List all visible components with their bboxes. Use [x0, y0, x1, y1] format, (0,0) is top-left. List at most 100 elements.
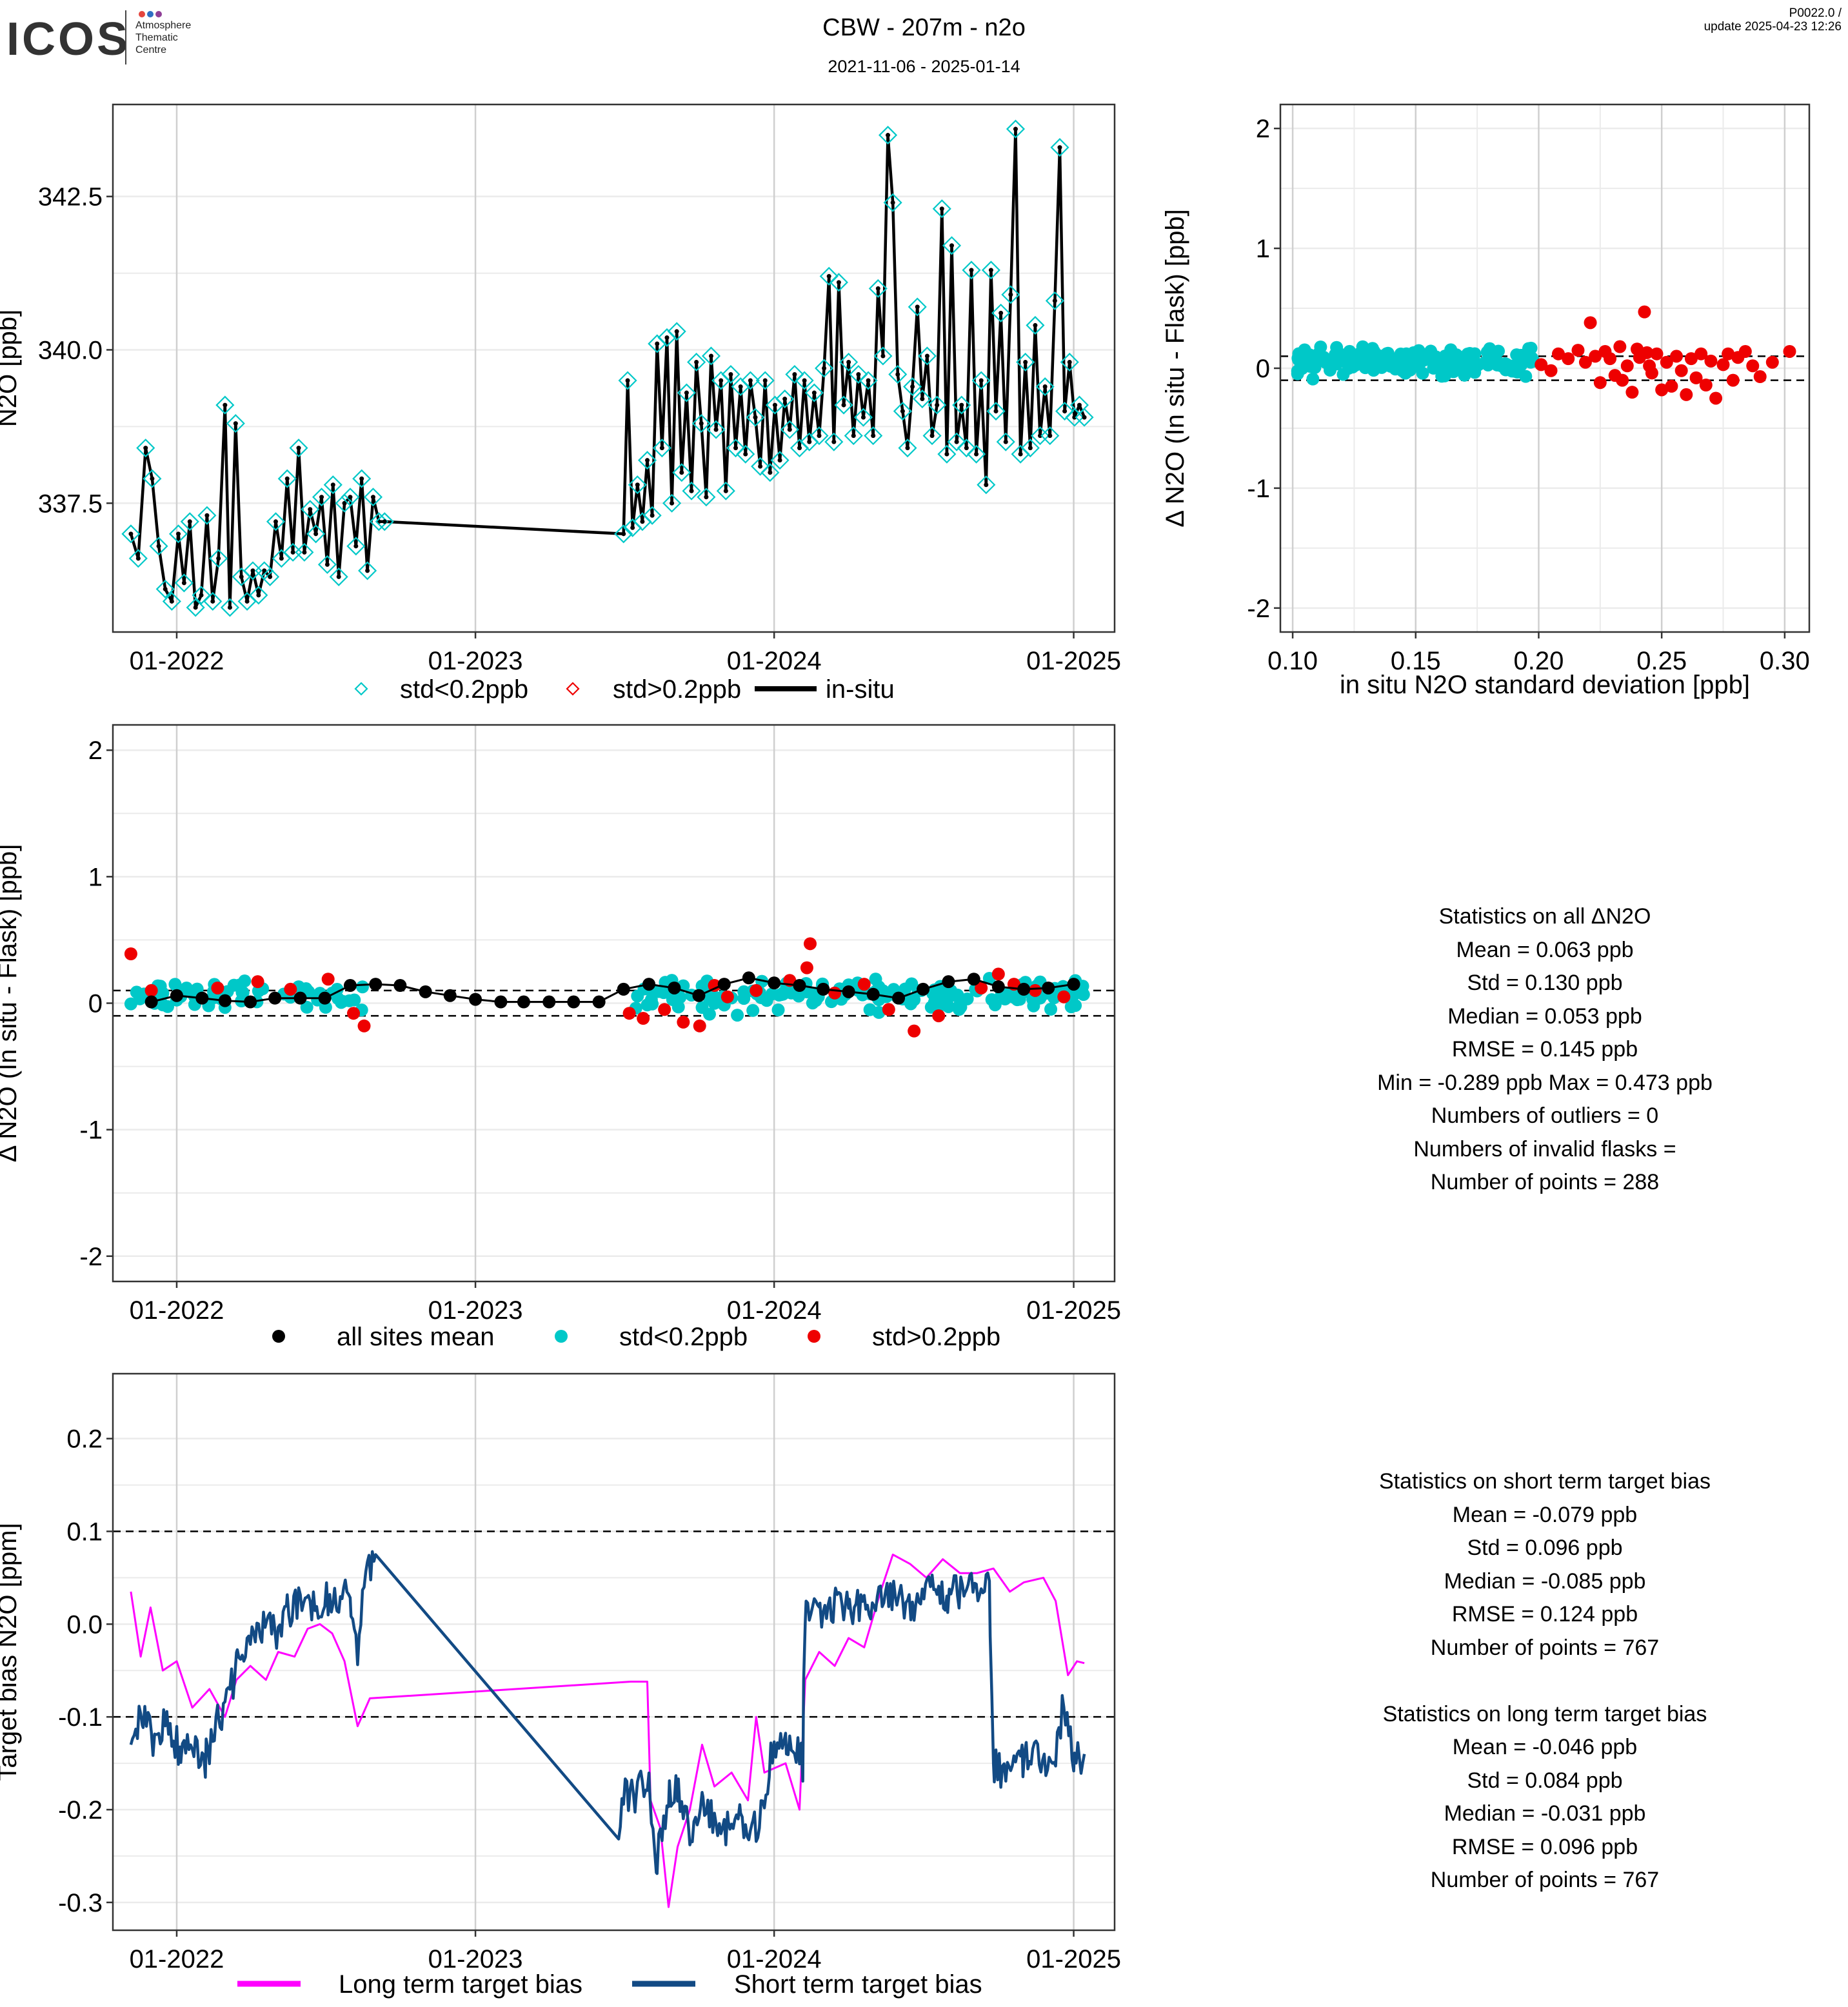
diff-std-high-point	[251, 975, 264, 989]
stats-short-std: Std = 0.096 ppb	[1467, 1536, 1623, 1560]
insitu-flask-diamond	[957, 439, 976, 458]
insitu-flask-diamond	[677, 383, 696, 402]
insitu-flask-diamond	[746, 408, 765, 427]
diff-std-low-point	[300, 1000, 313, 1014]
insitu-point	[944, 451, 949, 457]
insitu-point	[630, 525, 635, 530]
insitu-point	[176, 531, 181, 537]
insitu-flask-diamond	[1040, 426, 1060, 446]
insitu-flask-diamond	[810, 426, 829, 446]
insitu-point	[875, 286, 880, 291]
diff-std-high-point	[1057, 990, 1071, 1004]
insitu-flask-diamond	[804, 383, 824, 402]
diff_timeseries-x-tick-label: 01-2024	[727, 1296, 822, 1325]
insitu-point	[650, 513, 655, 518]
all-sites-mean-point	[668, 981, 681, 994]
insitu-flask-diamond	[1030, 426, 1050, 446]
insitu-flask-diamond	[981, 261, 1000, 280]
std-high-scatter-point	[1765, 355, 1779, 369]
std-low-scatter-point	[1458, 368, 1471, 382]
version-info: P0022.0 / update 2025-04-23 12:26	[1704, 6, 1842, 34]
insitu-point	[836, 280, 841, 285]
insitu-flask-diamond	[215, 395, 235, 415]
stats-long-rmse: RMSE = 0.096 ppb	[1451, 1834, 1638, 1859]
std-high-scatter-point	[1589, 350, 1602, 363]
diff-std-low-point	[670, 993, 684, 1007]
insitu-flask-diamond	[853, 408, 873, 427]
std-high-scatter-point	[1665, 379, 1678, 393]
legend-std-high-dot	[808, 1330, 820, 1343]
diff_vs_std-y-tick-label: -1	[1247, 475, 1270, 503]
insitu-point	[802, 378, 807, 383]
target_bias-y-tick-label: -0.2	[58, 1796, 103, 1824]
insitu-flask-diamond	[226, 414, 245, 433]
insitu-flask-diamond	[614, 524, 633, 544]
insitu-point	[336, 574, 341, 579]
insitu-point	[905, 446, 910, 451]
stats-all-mean: Mean = 0.063 ppb	[1456, 937, 1634, 962]
insitu-point	[262, 568, 267, 573]
insitu-point	[689, 488, 694, 493]
insitu-point	[143, 446, 148, 451]
insitu-point	[1028, 446, 1033, 451]
version-label: P0022.0 /	[1789, 6, 1842, 20]
diff-std-low-point	[1044, 1002, 1058, 1016]
std-low-scatter-point	[1380, 354, 1393, 368]
insitu-flask-diamond	[903, 377, 922, 397]
diff-std-high-point	[800, 961, 813, 974]
std-high-scatter-point	[1694, 347, 1708, 361]
diff-std-low-point	[928, 995, 941, 1009]
all-sites-mean-point	[170, 989, 183, 1002]
insitu-flask-diamond	[785, 364, 804, 384]
insitu-point	[841, 402, 846, 408]
diff-std-high-point	[975, 981, 988, 994]
all-sites-mean-point	[942, 975, 955, 989]
std-high-scatter-point	[1753, 370, 1767, 384]
insitu-point	[163, 586, 168, 591]
insitu-point	[851, 433, 856, 439]
std-high-scatter-point	[1535, 358, 1548, 371]
insitu-flask-diamond	[266, 512, 286, 531]
insitu-point	[920, 397, 925, 402]
logo-separator	[125, 10, 126, 64]
page-title: CBW - 207m - n2o	[822, 14, 1026, 41]
insitu-point	[313, 531, 319, 537]
insitu-point	[954, 439, 959, 444]
diff_timeseries-x-tick-label: 01-2023	[428, 1296, 523, 1325]
diff-std-low-point	[775, 988, 788, 1002]
insitu-point	[856, 372, 861, 377]
std-high-scatter-point	[1616, 373, 1629, 387]
diff-std-low-point	[998, 993, 1011, 1006]
std-low-scatter-point	[1336, 368, 1350, 381]
std-low-scatter-point	[1505, 361, 1518, 375]
diff_vs_std-y-tick-label: 2	[1256, 115, 1270, 143]
insitu-flask-diamond	[873, 346, 893, 366]
all-sites-mean-point	[642, 978, 656, 991]
insitu_timeseries-y-tick-label: 342.5	[38, 183, 103, 212]
insitu-flask-diamond	[168, 524, 188, 544]
insitu-flask-diamond	[363, 488, 383, 507]
insitu-point	[866, 378, 871, 383]
all-sites-mean-point	[892, 991, 906, 1005]
diff_vs_std-y-axis-label: Δ N2O (In situ - Flask) [ppb]	[1161, 209, 1189, 528]
insitu-flask-diamond	[937, 444, 957, 464]
insitu-point	[782, 397, 788, 402]
std-low-scatter-point	[1429, 352, 1442, 366]
std-high-scatter-point	[1551, 347, 1565, 361]
insitu-point	[895, 372, 900, 377]
std-high-scatter-point	[1660, 355, 1673, 369]
insitu-point	[244, 598, 250, 604]
insitu-flask-diamond	[346, 537, 366, 556]
insitu-flask-diamond	[716, 481, 735, 500]
stats-long-std: Std = 0.084 ppb	[1467, 1768, 1623, 1793]
insitu-point	[290, 549, 295, 555]
stats-all-title: Statistics on all ΔN2O	[1438, 904, 1651, 929]
insitu-flask-diamond	[947, 432, 966, 451]
insitu-point	[250, 568, 255, 573]
insitu-point	[128, 531, 134, 537]
insitu-flask-diamond	[952, 395, 971, 415]
insitu-point	[1052, 298, 1057, 303]
diff-std-low-point	[746, 1004, 760, 1017]
legend-std-high-diamond	[566, 682, 580, 696]
std-high-scatter-point	[1625, 386, 1639, 399]
